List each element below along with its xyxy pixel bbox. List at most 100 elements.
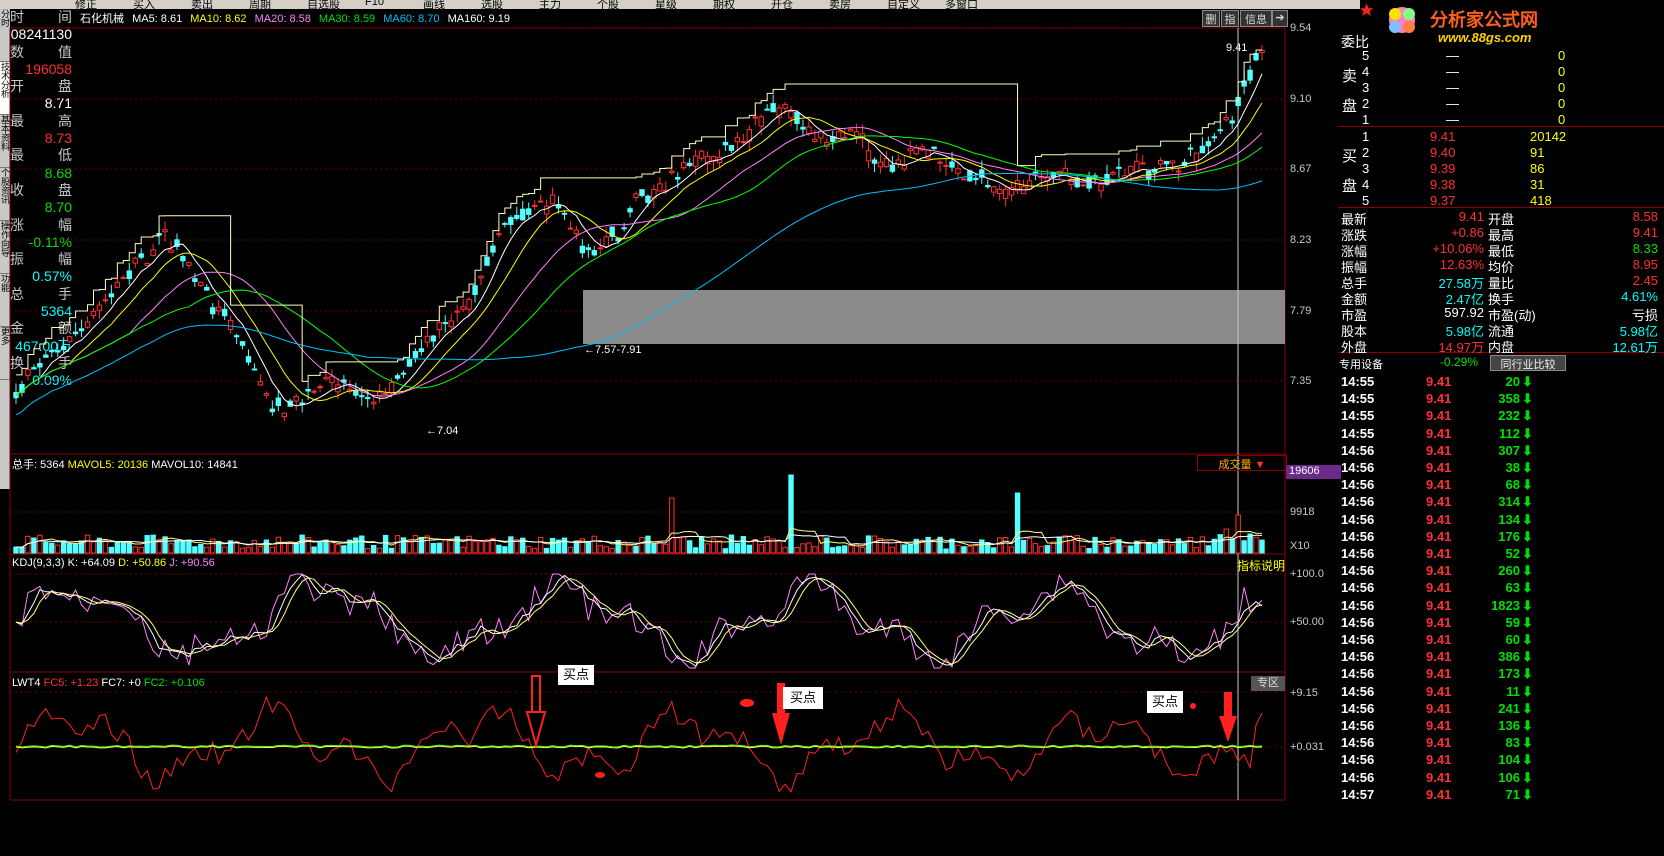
volume-bar (49, 542, 55, 554)
volume-bar (1062, 535, 1068, 554)
volume-bar (394, 535, 401, 554)
top-menu-item[interactable]: 画线 (423, 0, 445, 9)
sell-level-row[interactable]: 1 — 0 (1338, 112, 1658, 128)
candle-body (955, 168, 961, 174)
candle-body (573, 229, 580, 235)
left-tab[interactable]: 基本资料 (0, 115, 10, 168)
volume-bar (925, 536, 931, 554)
volume-bar (841, 545, 848, 554)
candle-body (633, 193, 639, 199)
volume-bar (245, 546, 252, 554)
top-menu-item[interactable]: 买入 (133, 0, 155, 9)
top-menu-item[interactable]: 选股 (481, 0, 503, 9)
top-menu-item[interactable]: 修正 (75, 0, 97, 9)
arrow-down-icon: ⬇ (1522, 528, 1533, 544)
buy-level-row[interactable]: 1 9.41 20142 (1338, 129, 1658, 145)
indicator-button[interactable]: 指 (1221, 10, 1239, 27)
quote-row: 市盈 597.92 市盈(动) 亏损 (1338, 305, 1658, 323)
volume-bar (204, 546, 210, 554)
price-tick: 9.54 (1290, 22, 1312, 34)
volume-bar (1074, 535, 1080, 554)
price-panel-border (9, 27, 1286, 455)
volume-bar (555, 539, 562, 554)
buy-level-row[interactable]: 5 9.37 418 (1338, 193, 1658, 209)
amplitude-value: 0.57% (32, 268, 72, 285)
sell-level-row[interactable]: 4 — 0 (1338, 64, 1658, 80)
candle-body (1199, 145, 1206, 154)
sell-level-row[interactable]: 2 — 0 (1338, 96, 1658, 112)
arrow-down-icon: ⬇ (1522, 666, 1533, 682)
top-menu-item[interactable]: 个股 (597, 0, 619, 9)
volume-selector[interactable]: 成交量 ▼ (1197, 455, 1287, 471)
top-menu-item[interactable]: 周期 (249, 0, 271, 9)
volume-bar (597, 545, 603, 554)
buy-level-row[interactable]: 4 9.38 31 (1338, 177, 1658, 193)
tick-volume: 314 (1498, 494, 1520, 510)
indicator-explain-link[interactable]: 指标说明 (1237, 559, 1286, 573)
tick-time: 14:56 (1341, 528, 1375, 544)
left-tab[interactable]: 个股资讯 (0, 168, 10, 221)
buy-level-row[interactable]: 3 9.39 86 (1338, 161, 1658, 177)
candle-body (526, 208, 532, 215)
left-tab[interactable]: 功能 (0, 274, 10, 327)
industry-compare-button[interactable]: 同行业比较 (1490, 355, 1566, 371)
volume-bar (162, 536, 168, 554)
time-label: 时 间 (10, 9, 72, 25)
volume-bar (1163, 539, 1170, 554)
candle-body (889, 164, 896, 172)
buy-level-row[interactable]: 2 9.40 91 (1338, 145, 1658, 161)
top-menu-item[interactable]: 主力 (539, 0, 561, 9)
top-menu-item[interactable]: 卖房 (829, 0, 851, 9)
top-menu-item[interactable]: F10 (365, 0, 384, 8)
sell-level-row[interactable]: 3 — 0 (1338, 80, 1658, 96)
top-menu-item[interactable]: 期权 (713, 0, 735, 9)
kdj-lines (15, 573, 1263, 669)
zone-button[interactable]: 专区 (1251, 676, 1285, 691)
left-tab[interactable]: 操作向导 (0, 221, 10, 274)
sell-price: — (1446, 80, 1459, 95)
volume-bar (305, 537, 311, 554)
tick-time: 14:56 (1341, 735, 1375, 751)
low-annotation: ←7.04 (426, 425, 459, 437)
candle-body (502, 222, 508, 225)
volume-bar (585, 541, 592, 554)
info-button[interactable]: 信息 (1240, 10, 1272, 27)
delete-button[interactable]: 删 (1202, 10, 1220, 27)
candle-body (871, 159, 878, 164)
volume-bar (66, 543, 73, 554)
tick-row: 14:55 9.41 20 ⬇ (1338, 374, 1658, 390)
volume-bar (919, 539, 925, 554)
top-menu-item[interactable]: 开仓 (771, 0, 793, 9)
top-menu-item[interactable]: 自定义 (887, 0, 920, 9)
candle-body (37, 363, 43, 368)
kdj-name: KDJ(9,3,3) (12, 557, 65, 569)
volume-unit: X10 (1290, 540, 1310, 552)
book-divider (1338, 207, 1664, 208)
quote-value: 4.61% (1621, 289, 1658, 304)
candle-body (597, 247, 603, 250)
lwt-fc5: FC5: +1.23 (43, 677, 99, 689)
left-tab[interactable]: 分时 (0, 9, 10, 62)
tick-volume: 112 (1499, 425, 1520, 441)
candle-body (949, 161, 955, 168)
price-grid (10, 27, 1285, 748)
volume-top-tick: 19606 (1286, 465, 1341, 479)
volume-bar (31, 537, 37, 554)
expand-button[interactable]: ➔ (1272, 10, 1288, 27)
time-value: 08241130 (10, 26, 72, 43)
quote-label: 股本 (1341, 324, 1368, 339)
top-menu-item[interactable]: 卖出 (191, 0, 213, 9)
tick-time: 14:57 (1341, 786, 1375, 802)
tick-time: 14:56 (1341, 494, 1375, 510)
top-menu-item[interactable]: 星级 (655, 0, 677, 9)
left-tab[interactable]: 更多 (0, 327, 10, 380)
price-tick: 9.10 (1290, 93, 1312, 105)
tick-time: 14:56 (1341, 649, 1375, 665)
volume-bar (365, 548, 371, 554)
top-menu-item[interactable]: 多窗口 (945, 0, 978, 9)
candle-body (937, 161, 943, 164)
sell-level-row[interactable]: 5 — 0 (1338, 48, 1658, 64)
lwt-header: LWT4 FC5: +1.23 FC7: +0 FC2: +0.106 (12, 677, 205, 689)
top-menu-item[interactable]: 自选股 (307, 0, 340, 9)
left-tab[interactable]: 技术分析 (0, 62, 10, 115)
